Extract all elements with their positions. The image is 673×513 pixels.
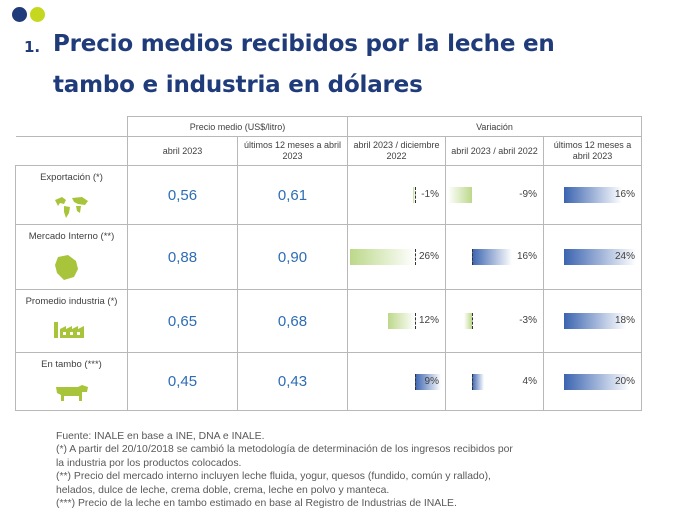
variation-cell: 20% (543, 352, 642, 411)
price-value: 0,90 (237, 224, 348, 290)
header-var-3: últimos 12 meses a abril 2023 (543, 136, 642, 166)
variation-value: -1% (421, 189, 439, 200)
variation-cell: 16% (445, 224, 544, 290)
footnote-3: (***) Precio de la leche en tambo estima… (56, 498, 457, 510)
header-blank-2 (15, 136, 128, 166)
footnote-source: Fuente: INALE en base a INE, DNA e INALE… (56, 431, 265, 442)
brand-dot-navy (12, 7, 27, 22)
table-row: Promedio industria (*) 0,65 0,68 12% -3% (15, 289, 642, 353)
price-value: 0,68 (237, 289, 348, 353)
header-var-2: abril 2023 / abril 2022 (445, 136, 544, 166)
variation-cell: 24% (543, 224, 642, 290)
variation-value: 24% (614, 251, 635, 262)
row-label: Exportación (*) (40, 172, 103, 183)
header-price-group: Precio medio (US$/litro) (127, 116, 348, 137)
footnote-1: (*) A partir del 20/10/2018 se cambió la… (56, 444, 513, 456)
variation-bar (472, 373, 484, 390)
price-value: 0,45 (127, 352, 238, 411)
variation-value: -9% (519, 189, 537, 200)
row-label-cell: En tambo (***) (15, 352, 128, 411)
brand-dot-lime (30, 7, 45, 22)
zero-axis (472, 373, 473, 390)
row-label-cell: Promedio industria (*) (15, 289, 128, 353)
variation-cell: -9% (445, 165, 544, 225)
row-label: En tambo (***) (41, 359, 102, 370)
variation-value: 4% (522, 375, 537, 387)
zero-axis (472, 313, 473, 329)
variation-bar (388, 313, 415, 329)
header-variation-group: Variación (347, 116, 642, 137)
variation-bar (413, 187, 415, 203)
factory-icon (52, 318, 92, 342)
variation-bar (564, 187, 622, 203)
variation-value: 16% (516, 251, 537, 262)
variation-bar (350, 249, 415, 265)
variation-bar (564, 249, 636, 265)
header-blank (15, 116, 128, 137)
variation-bar (464, 313, 472, 329)
row-label-cell: Exportación (*) (15, 165, 128, 225)
title-line-1: Precio medios recibidos por la leche en (53, 31, 555, 57)
price-value: 0,61 (237, 165, 348, 225)
variation-value: -3% (519, 315, 537, 326)
variation-cell: -3% (445, 289, 544, 353)
variation-bar (415, 373, 441, 390)
uruguay-map-icon (52, 253, 82, 285)
row-label-cell: Mercado Interno (**) (15, 224, 128, 290)
variation-cell: -1% (347, 165, 446, 225)
price-value: 0,56 (127, 165, 238, 225)
zero-axis (472, 249, 473, 265)
price-value: 0,43 (237, 352, 348, 411)
footnote-2-cont: helados, dulce de leche, crema doble, cr… (56, 484, 390, 496)
variation-value: 12% (418, 315, 439, 326)
zero-axis (415, 373, 416, 390)
footnote-2: (**) Precio del mercado interno incluyen… (56, 471, 491, 483)
variation-cell: 9% (347, 352, 446, 411)
variation-cell: 4% (445, 352, 544, 411)
variation-bar (472, 249, 512, 265)
variation-value: 16% (614, 189, 635, 200)
price-value: 0,65 (127, 289, 238, 353)
variation-bar (448, 187, 472, 203)
footnotes: Fuente: INALE en base a INE, DNA e INALE… (56, 430, 616, 510)
price-table: Precio medio (US$/litro) Variación abril… (15, 116, 642, 411)
header-var-1: abril 2023 / diciembre 2022 (347, 136, 446, 166)
row-label: Mercado Interno (**) (28, 231, 115, 242)
variation-cell: 16% (543, 165, 642, 225)
variation-bar (564, 313, 626, 329)
map-icon (52, 194, 92, 222)
variation-value: 26% (418, 251, 439, 262)
header-price-2: últimos 12 meses a abril 2023 (237, 136, 348, 166)
zero-axis (415, 313, 416, 329)
zero-axis (415, 249, 416, 265)
variation-value: 20% (614, 375, 635, 387)
table-row: Mercado Interno (**) 0,88 0,90 26% 16% 2… (15, 224, 642, 290)
variation-cell: 12% (347, 289, 446, 353)
table-row: En tambo (***) 0,45 0,43 9% 4% 20% (15, 352, 642, 411)
title-number: 1. (24, 38, 41, 56)
variation-cell: 26% (347, 224, 446, 290)
zero-axis (415, 187, 416, 203)
footnote-1-cont: la industria por los productos colocados… (56, 457, 242, 469)
cow-icon (52, 381, 92, 407)
variation-cell: 18% (543, 289, 642, 353)
variation-value: 18% (614, 315, 635, 326)
row-label: Promedio industria (*) (25, 296, 118, 307)
header-price-1: abril 2023 (127, 136, 238, 166)
title-line-2: tambo e industria en dólares (53, 72, 423, 98)
variation-bar (564, 373, 630, 390)
table-row: Exportación (*) 0,56 0,61 -1% -9% 16% (15, 165, 642, 225)
variation-value: 9% (424, 375, 439, 387)
price-value: 0,88 (127, 224, 238, 290)
